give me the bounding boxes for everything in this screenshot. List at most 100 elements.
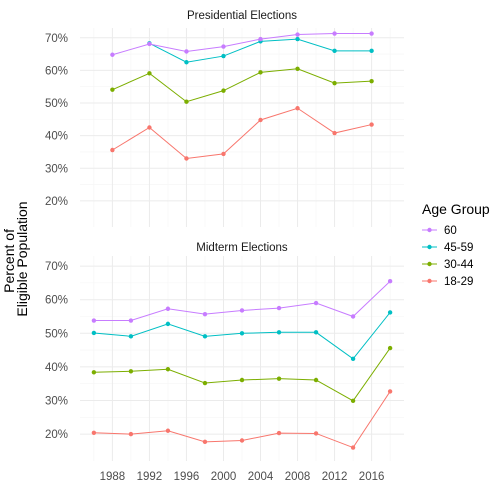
data-point bbox=[110, 87, 115, 92]
data-point bbox=[276, 330, 282, 335]
data-point bbox=[332, 80, 337, 86]
legend-item-18-29: 18-29 bbox=[422, 276, 473, 288]
data-point bbox=[387, 345, 393, 351]
x-tick-label: 1996 bbox=[174, 471, 200, 483]
data-point bbox=[184, 60, 189, 65]
data-point bbox=[221, 88, 226, 93]
data-point bbox=[91, 330, 97, 336]
data-point bbox=[110, 52, 115, 57]
data-point bbox=[184, 99, 189, 104]
data-point bbox=[239, 331, 245, 336]
data-point bbox=[128, 431, 134, 437]
series-60 bbox=[91, 279, 393, 323]
series-30-44 bbox=[110, 66, 374, 104]
x-tick-label: 2004 bbox=[248, 471, 274, 483]
series-line bbox=[112, 68, 372, 103]
panel-title: Midterm Elections bbox=[196, 242, 288, 254]
panel-presidential: Presidential Elections 20% 30% 40% 50% 60% 70% bbox=[45, 10, 404, 227]
data-point bbox=[258, 117, 263, 123]
legend-key-point bbox=[427, 278, 432, 284]
series-30-44 bbox=[91, 345, 393, 404]
data-point bbox=[165, 321, 171, 327]
data-point bbox=[239, 438, 245, 443]
y-tick-label: 20% bbox=[45, 429, 68, 441]
legend-title: Age Group bbox=[422, 201, 490, 217]
y-tick-label: 60% bbox=[45, 295, 68, 307]
y-axis-title-line-1: Percent of bbox=[1, 229, 17, 293]
y-tick-label: 30% bbox=[45, 163, 68, 175]
data-point bbox=[128, 334, 134, 339]
data-point bbox=[369, 78, 374, 84]
series-18-29 bbox=[110, 106, 374, 161]
y-tick-label: 50% bbox=[45, 328, 68, 340]
data-point bbox=[350, 398, 356, 404]
data-point bbox=[313, 330, 319, 335]
series-60 bbox=[110, 31, 374, 57]
y-axis-title: Percent of Eligible Population bbox=[1, 201, 30, 316]
data-point bbox=[91, 430, 97, 435]
y-tick-label: 40% bbox=[45, 131, 68, 143]
x-axis: 1988 1992 1996 2000 2004 2008 2012 2016 bbox=[100, 471, 385, 483]
legend-label: 18-29 bbox=[444, 276, 473, 288]
legend-key-point bbox=[427, 261, 432, 267]
data-point bbox=[258, 36, 263, 42]
legend-label: 45-59 bbox=[444, 242, 473, 254]
data-point bbox=[202, 334, 208, 339]
y-tick-label: 40% bbox=[45, 362, 68, 374]
y-tick-label: 30% bbox=[45, 396, 68, 408]
legend-label: 30-44 bbox=[444, 259, 474, 271]
data-point bbox=[202, 380, 208, 386]
data-point bbox=[276, 430, 282, 436]
data-point bbox=[165, 428, 171, 433]
data-point bbox=[128, 369, 134, 374]
y-axis-title-line-2: Eligible Population bbox=[14, 201, 30, 316]
data-point bbox=[221, 53, 226, 59]
data-point bbox=[258, 70, 263, 75]
data-point bbox=[350, 445, 356, 450]
data-point bbox=[295, 32, 300, 37]
y-tick-label: 70% bbox=[45, 33, 68, 45]
legend-items: 60 45-59 30-44 18-29 bbox=[422, 225, 474, 288]
legend-item-60: 60 bbox=[422, 225, 457, 237]
data-point bbox=[221, 44, 226, 49]
legend: Age Group 60 45-59 30-44 18-29 bbox=[422, 201, 490, 288]
series-line bbox=[112, 107, 372, 160]
data-point bbox=[387, 310, 393, 315]
legend-key-point bbox=[427, 227, 432, 233]
data-point bbox=[332, 31, 337, 36]
x-tick-label: 2000 bbox=[211, 471, 237, 483]
data-point bbox=[202, 311, 208, 317]
legend-item-30-44: 30-44 bbox=[422, 259, 474, 271]
data-point bbox=[332, 48, 337, 54]
data-point bbox=[147, 71, 152, 76]
y-tick-label: 70% bbox=[45, 261, 68, 273]
data-point bbox=[387, 279, 393, 284]
data-point bbox=[313, 377, 319, 383]
data-point bbox=[369, 48, 374, 54]
data-point bbox=[202, 439, 208, 445]
data-point bbox=[239, 308, 245, 313]
panel-title: Presidential Elections bbox=[187, 10, 297, 22]
data-point bbox=[295, 106, 300, 111]
data-point bbox=[128, 318, 134, 323]
data-point bbox=[350, 314, 356, 319]
data-point bbox=[184, 49, 189, 54]
y-tick-label: 50% bbox=[45, 98, 68, 110]
data-point bbox=[110, 147, 115, 153]
x-tick-label: 2008 bbox=[285, 471, 311, 483]
legend-key-point bbox=[427, 244, 432, 250]
data-point bbox=[276, 305, 282, 311]
series-18-29 bbox=[91, 389, 393, 450]
legend-item-45-59: 45-59 bbox=[422, 242, 473, 254]
panel-midterm: Midterm Elections 20% 30% 40% 50% 60% 70% bbox=[45, 242, 404, 461]
y-tick-label: 60% bbox=[45, 65, 68, 77]
data-point bbox=[369, 122, 374, 127]
data-point bbox=[313, 431, 319, 436]
legend-label: 60 bbox=[444, 225, 457, 237]
data-point bbox=[313, 300, 319, 306]
data-point bbox=[350, 356, 356, 362]
y-tick-label: 20% bbox=[45, 196, 68, 208]
data-point bbox=[295, 66, 300, 71]
data-point bbox=[165, 306, 171, 311]
